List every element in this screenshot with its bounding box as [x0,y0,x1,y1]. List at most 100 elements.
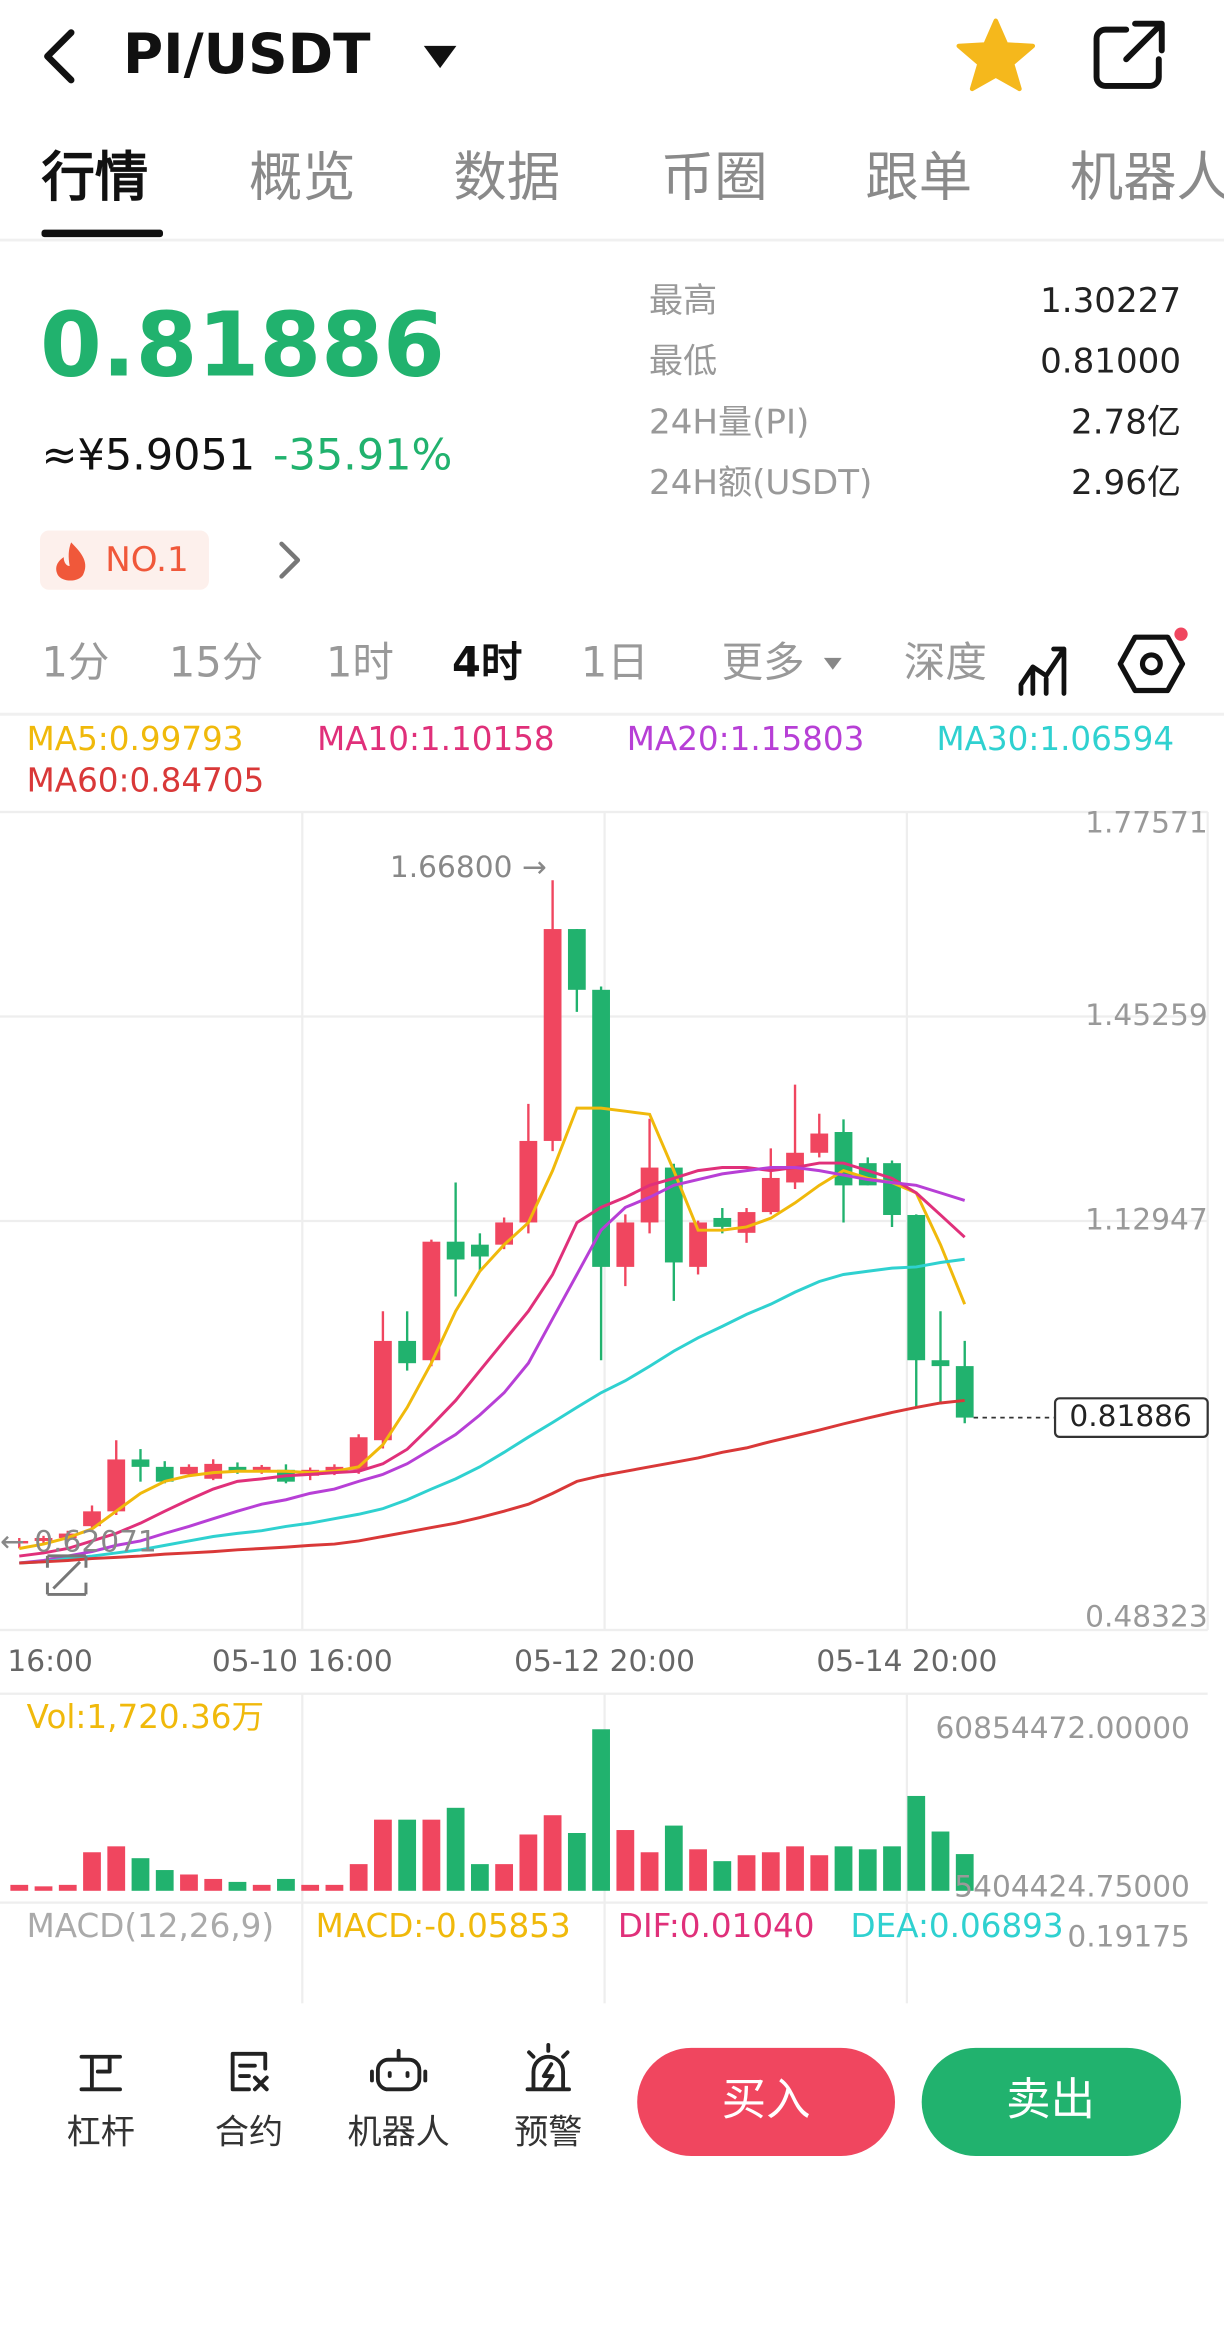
alert-icon[interactable] [525,2042,571,2092]
leverage-icon[interactable] [79,2054,122,2092]
settings-center [1139,652,1163,676]
volume-bar [301,1884,320,1891]
volume-bar [325,1884,344,1891]
volume-bar [34,1886,53,1891]
interval-tab[interactable]: 4时 [452,637,522,686]
action-icons [79,2042,571,2092]
volume-bar [155,1870,174,1891]
ma-line [19,1161,966,1558]
macd-panel: MACD(12,26,9) MACD:-0.05853 DIF:0.01040 DEA… [27,1907,1190,1954]
candle-body [567,929,586,990]
volume-bar [713,1861,732,1891]
back-button[interactable] [44,29,75,84]
pair-title[interactable]: PI/USDT [123,22,371,86]
stat-label: 24H量(PI) [649,402,809,442]
volume-bar [83,1852,101,1891]
legend-entry: MA60:0.84705 [27,761,265,799]
tab[interactable]: 机器人 [1070,145,1224,208]
share-button[interactable] [1093,20,1165,89]
macd-label: DIF:0.01040 [618,1907,815,1945]
last-price-label: 0.81886 [1069,1398,1192,1433]
candle-body [58,1533,77,1538]
candle-body [398,1340,417,1364]
extreme-annotation: ← 0.62071 [0,1523,157,1558]
action-label[interactable]: 合约 [215,2112,283,2152]
tab[interactable]: 概览 [249,145,356,208]
volume-bar [931,1831,950,1891]
tab[interactable]: 币圈 [661,145,768,208]
volume-bar [422,1819,441,1891]
y-tick-label: 0.48323 [1085,1599,1208,1634]
sell-button[interactable] [921,2047,1182,2157]
ma-line [19,1257,965,1565]
action-label[interactable]: 杠杆 [67,2112,135,2152]
tab-bar: 行情 概览 数据 币圈 跟单 机器人 [42,145,1224,208]
tab[interactable]: 数据 [453,145,560,208]
candle-body [470,1244,489,1257]
interval-tab[interactable]: 1日 [581,637,649,686]
favorite-star[interactable] [956,18,1036,92]
volume-bar [640,1852,659,1891]
interval-tab[interactable]: 1时 [326,637,394,686]
candle-body [374,1340,392,1441]
x-tick-label: 16:00 [7,1643,92,1678]
contract-icon[interactable] [230,2051,269,2092]
badge-arrow[interactable] [279,541,301,579]
candle-body [761,1177,780,1213]
volume-bar [470,1864,489,1891]
tab[interactable]: 行情 [42,145,149,208]
volume-bar [10,1884,29,1891]
buy-button[interactable] [637,2047,896,2157]
extreme-annotation: 1.66800 → [390,849,547,884]
volume-bar [519,1834,538,1891]
stat-value: 1.30227 [1040,281,1181,321]
flame-icon [56,542,86,581]
action-label[interactable]: 预警 [514,2112,582,2152]
interval-tab[interactable]: 更多 [722,637,805,686]
macd-label: MACD:-0.05853 [316,1907,571,1945]
candle-body [907,1214,926,1361]
candle-body [689,1222,707,1267]
volume-bar [737,1855,756,1891]
y-tick-label: 60854472.00000 [935,1710,1189,1745]
volume-bar [277,1878,295,1891]
candle-body [640,1167,659,1223]
candle-body [519,1140,538,1223]
stats: 最高 1.30227 最低 0.81000 24H量(PI) 2.78亿 24H额(USDT… [649,281,1181,503]
volume-bar [664,1825,683,1891]
robot-icon-detail [370,2048,428,2083]
cny-price: ≈¥5.9051 [42,430,256,480]
volume-bar [374,1819,392,1891]
candle-body [180,1466,198,1475]
candle-body [495,1222,514,1245]
candle-body [664,1167,683,1263]
candle-body [713,1217,732,1227]
interval-tab[interactable]: 1分 [42,637,110,686]
candle-body [543,929,562,1141]
stat-label: 最高 [649,281,717,321]
volume-bar [543,1815,562,1891]
indicator-button[interactable] [1018,646,1067,696]
settings-button[interactable] [1117,634,1186,694]
candle-body [592,989,610,1267]
sell-label[interactable]: 卖出 [1006,2075,1095,2126]
pair-dropdown[interactable] [423,45,457,69]
action-label[interactable]: 机器人 [348,2112,450,2152]
candle-body [10,1540,29,1544]
volume-bar [228,1881,247,1891]
stat-label: 24H额(USDT) [649,463,872,503]
buy-label[interactable]: 买入 [722,2075,811,2126]
interval-tab[interactable]: 深度 [904,637,987,686]
legend-entry: MA5:0.99793 [27,720,244,758]
candle-body [34,1537,53,1541]
interval-tab[interactable]: 15分 [169,637,263,686]
candle-body [252,1466,271,1472]
tab[interactable]: 跟单 [865,145,972,208]
last-price: 0.81886 [40,293,445,397]
legend-entry: MA10:1.10158 [317,720,555,758]
fullscreen-button[interactable] [45,1554,88,1596]
volume-bar [349,1864,368,1891]
volume-bar [58,1884,77,1891]
